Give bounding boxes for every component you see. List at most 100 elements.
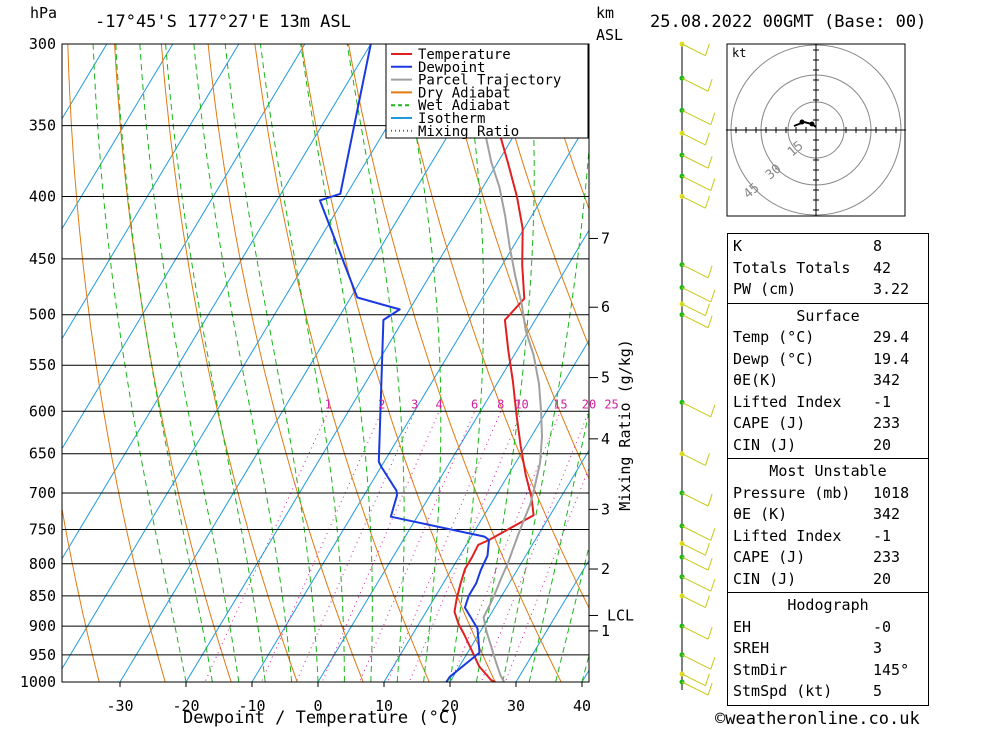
wind-barb [681,576,712,592]
km-unit-label: km [596,4,615,22]
wind-barb-flag [707,682,713,696]
hodograph-ring-label: 45 [741,181,763,203]
hodograph-unit-label: kt [732,46,746,60]
hpa-unit-label: hPa [30,4,58,22]
pressure-tick-label: 750 [29,521,56,539]
row-label: CIN (J) [733,569,797,588]
mixing-ratio-line [260,411,383,682]
mixing-ratio-label: 15 [553,397,567,411]
profile-lines [318,44,543,682]
asl-unit-label: ASL [596,26,624,44]
section-title: Most Unstable [769,462,887,480]
table-row: CAPE (J) 233 [728,413,928,435]
hodograph-frame [726,43,906,217]
pressure-tick-label: 1000 [20,673,56,691]
x-tick-label: -20 [172,697,199,715]
pressure-tick-label: 450 [29,250,56,268]
wind-barb-flag [704,543,710,556]
table-row: Lifted Index -1 [728,526,928,548]
mixing-ratio-lines [204,411,589,682]
wind-barb-flag [710,528,716,541]
mixing-ratio-label: 4 [435,397,442,411]
row-label: θE (K) [733,505,788,523]
legend-label: Parcel Trajectory [418,73,561,89]
table-row: Temp (°C) 29.4 [728,327,928,349]
km-tick-label: 7 [601,229,610,247]
table-row: CIN (J) 20 [728,435,928,457]
row-value: 342 [873,371,901,389]
dry-adiabat [67,44,166,682]
wind-barb-flag [707,493,713,507]
x-axis-title: Dewpoint / Temperature (°C) [183,708,460,728]
wind-barbs-column [679,41,716,696]
hodograph-section: Hodograph EH -0 SREH 3 StmDir 145° StmSpd (kt)… [728,593,928,705]
km-tick-label: 1 [601,622,610,640]
pressure-tick-label: 600 [29,402,56,420]
wind-barb [681,543,706,556]
row-value: -1 [873,526,892,545]
wind-barb [681,77,709,92]
wind-barb [681,314,709,329]
row-value: 233 [873,548,901,566]
mixing-ratio-line [321,411,440,682]
mixing-ratio-line [480,411,589,682]
isotherm [62,44,240,340]
x-tick-label: 10 [375,697,393,715]
table-row: EH -0 [728,617,928,639]
index-row-tt: Totals Totals 42 [728,258,928,280]
wind-barb [681,264,709,279]
legend-label: Temperature [418,47,511,63]
wind-barb [681,401,712,418]
dry-adiabat [301,44,496,682]
row-value: 20 [873,435,892,454]
table-row: Dewp (°C) 19.4 [728,349,928,371]
pressure-axis: 300 350 400 450 500 550 600 650 700 750 800 850 900 9… [20,35,56,691]
wind-barb-flag [710,289,716,303]
km-tick-label: 5 [601,369,610,387]
dry-adiabat-lines [62,7,1000,708]
wind-barb-flag [704,303,710,316]
wet-adiabat [115,44,213,682]
km-tick-label: 2 [601,560,610,578]
dry-adiabat [939,7,1000,708]
location-title: -17°45'S 177°27'E 13m ASL [95,12,351,32]
index-value: 8 [873,237,883,255]
row-label: SREH [733,639,770,657]
pressure-tick-label: 650 [29,445,56,463]
wind-barb-flag [704,595,710,608]
wind-barb [681,673,706,687]
row-label: Pressure (mb) [733,483,851,502]
dry-adiabat [114,44,232,682]
index-value: 42 [873,258,892,277]
credit-text: ©weatheronline.co.uk [715,709,920,729]
wind-barb-flag [707,156,713,169]
table-row: CIN (J) 20 [728,569,928,591]
hodograph-ring-label: 30 [763,162,785,184]
wet-adiabat [528,409,589,682]
x-tick-label: 40 [573,697,591,715]
section-title: Hodograph [787,596,869,614]
dry-adiabat [535,44,589,211]
wind-barb-flag [707,79,713,92]
isotherm [62,44,306,450]
row-label: Lifted Index [733,526,842,545]
legend-label: Mixing Ratio [418,124,519,140]
table-row: Pressure (mb) 1018 [728,483,928,505]
wind-barb [681,287,712,303]
table-row: θE (K) 342 [728,504,928,526]
pressure-tick-label: 500 [29,306,56,324]
wind-barb [681,109,712,126]
mixing-ratio-line [359,411,476,682]
x-tick-label: 0 [313,697,322,715]
x-tick-label: -30 [106,697,133,715]
wind-barb [681,525,712,541]
mixing-ratio-line [504,466,589,682]
wind-barb [681,595,706,609]
row-value: 342 [873,505,901,523]
isotherm [62,44,372,560]
mixing-ratio-line [408,411,522,682]
